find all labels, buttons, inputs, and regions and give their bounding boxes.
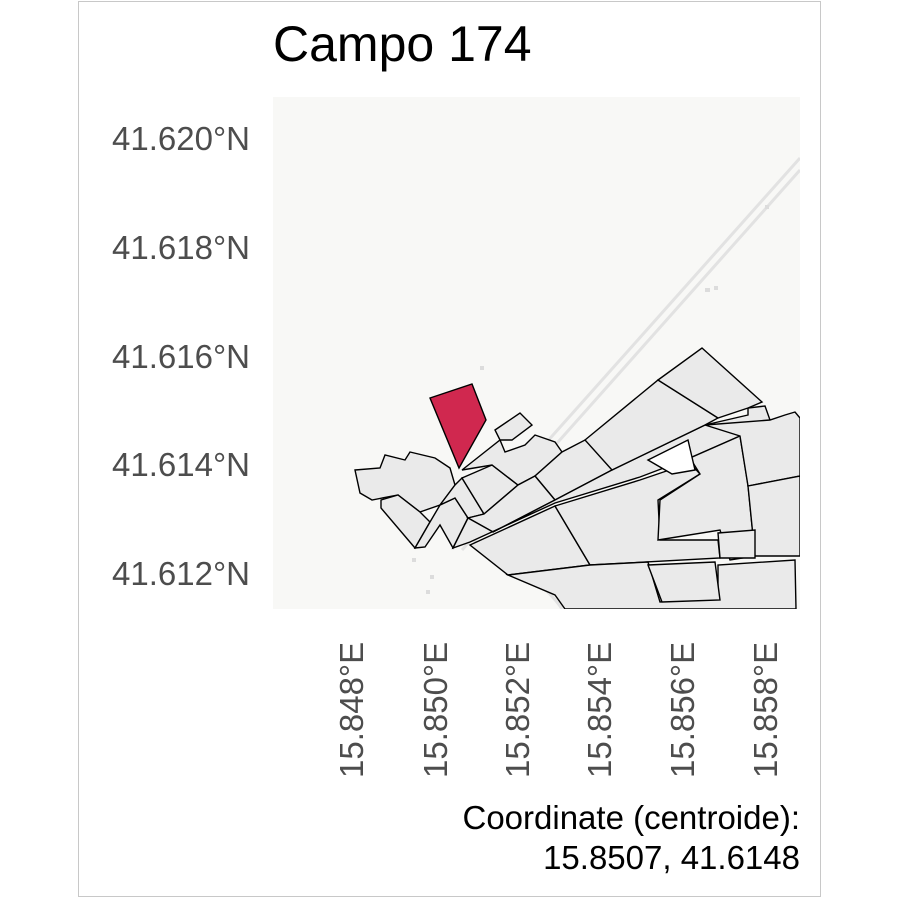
y-tick-label: 41.620°N: [112, 120, 250, 157]
parcel: [494, 412, 534, 441]
parcel: [704, 411, 800, 487]
parcel: [747, 475, 800, 557]
parcel: [656, 347, 764, 419]
map-specks: [412, 205, 769, 594]
parcel: [461, 434, 563, 486]
x-tick-label: 15.848°E: [333, 641, 370, 778]
x-tick-label: 15.854°E: [581, 641, 618, 778]
speck: [426, 590, 430, 594]
parcel: [354, 451, 456, 513]
speck: [765, 205, 769, 209]
parcel: [717, 529, 756, 559]
x-tick-label: 15.852°E: [499, 641, 536, 778]
y-tick-label: 41.618°N: [112, 229, 250, 266]
parcel-hole: [646, 438, 696, 475]
parcel-group: [354, 347, 800, 609]
speck: [714, 286, 718, 290]
speck: [412, 558, 416, 562]
caption-line-2: 15.8507, 41.6148: [543, 839, 800, 876]
x-tick-label: 15.850°E: [417, 641, 454, 778]
parcel: [647, 561, 721, 603]
parcel: [451, 405, 771, 550]
x-tick-label: 15.856°E: [664, 641, 701, 778]
map-title: Campo 174: [273, 16, 532, 72]
highlighted-field-174: [429, 383, 487, 470]
speck: [430, 575, 434, 579]
y-tick-label: 41.614°N: [112, 446, 250, 483]
speck: [480, 366, 484, 370]
x-tick-label: 15.858°E: [747, 641, 784, 778]
caption-line-1: Coordinate (centroide):: [462, 799, 800, 836]
speck: [705, 288, 710, 292]
y-tick-label: 41.612°N: [112, 555, 250, 592]
centroid-caption: Coordinate (centroide): 15.8507, 41.6148: [462, 798, 800, 878]
parcel: [583, 379, 720, 471]
parcel: [505, 559, 797, 609]
y-tick-label: 41.616°N: [112, 338, 250, 375]
map-panel: [273, 97, 800, 609]
